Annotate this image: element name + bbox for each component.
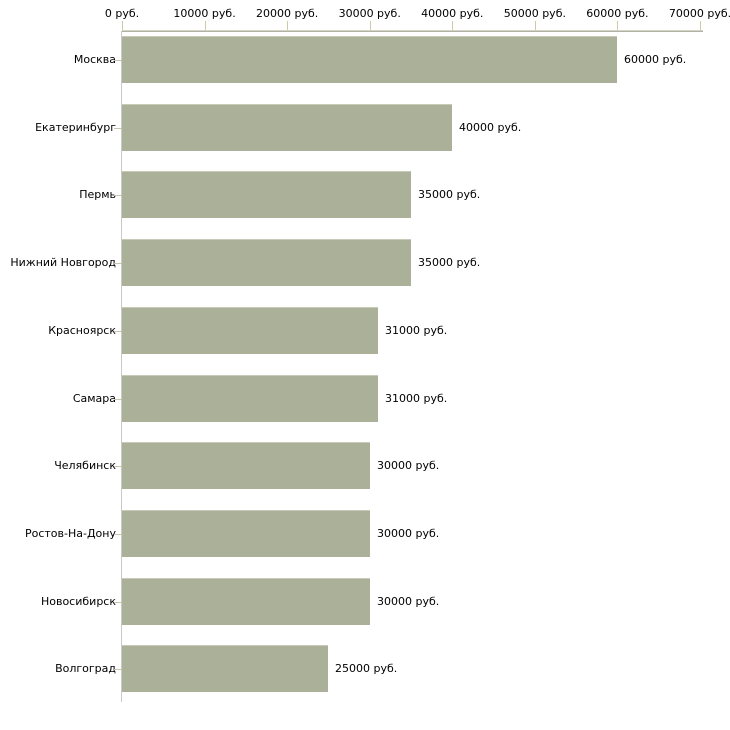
x-axis-tick-mark xyxy=(534,21,536,30)
value-label: 40000 руб. xyxy=(459,121,522,134)
category-label: Волгоград xyxy=(55,662,116,675)
category-tick-mark xyxy=(114,263,122,264)
category-label: Москва xyxy=(73,53,116,66)
value-label: 35000 руб. xyxy=(418,256,481,269)
category-label: Нижний Новгород xyxy=(10,256,116,269)
category-tick-mark xyxy=(114,195,122,196)
bar xyxy=(122,578,370,625)
category-tick-mark xyxy=(114,466,122,467)
bar xyxy=(122,171,411,218)
x-axis-tick-mark xyxy=(287,21,289,30)
x-axis-tick-label: 50000 руб. xyxy=(503,7,566,20)
bar xyxy=(122,307,378,354)
bar xyxy=(122,36,617,83)
category-tick-mark xyxy=(114,669,122,670)
category-label: Пермь xyxy=(79,188,116,201)
category-tick-mark xyxy=(114,399,122,400)
y-axis-line xyxy=(121,31,122,702)
x-axis-line xyxy=(122,30,703,32)
value-label: 25000 руб. xyxy=(335,662,398,675)
x-axis-tick-label: 10000 руб. xyxy=(173,7,236,20)
bar xyxy=(122,104,452,151)
value-label: 35000 руб. xyxy=(418,188,481,201)
bar xyxy=(122,442,370,489)
category-tick-mark xyxy=(114,128,122,129)
x-axis-tick-mark xyxy=(122,21,123,30)
category-tick-mark xyxy=(114,534,122,535)
value-label: 31000 руб. xyxy=(385,324,448,337)
value-label: 30000 руб. xyxy=(377,459,440,472)
x-axis-tick-mark xyxy=(700,21,701,30)
bar xyxy=(122,375,378,422)
category-label: Красноярск xyxy=(48,324,116,337)
x-axis-tick-mark xyxy=(452,21,454,30)
category-label: Ростов-На-Дону xyxy=(24,527,116,540)
category-tick-mark xyxy=(114,602,122,603)
x-axis-tick-mark xyxy=(204,21,206,30)
bar xyxy=(122,510,370,557)
x-axis-tick-mark xyxy=(369,21,371,30)
x-axis-tick-label: 30000 руб. xyxy=(338,7,401,20)
category-label: Челябинск xyxy=(54,459,116,472)
value-label: 31000 руб. xyxy=(385,392,448,405)
x-axis-tick-label: 70000 руб. xyxy=(668,7,730,20)
category-label: Новосибирск xyxy=(40,595,116,608)
x-axis-tick-label: 60000 руб. xyxy=(586,7,649,20)
x-axis-tick-mark xyxy=(617,21,619,30)
bar xyxy=(122,239,411,286)
x-axis-tick-label: 20000 руб. xyxy=(256,7,319,20)
category-label: Екатеринбург xyxy=(35,121,116,134)
category-tick-mark xyxy=(114,331,122,332)
value-label: 60000 руб. xyxy=(624,53,687,66)
x-axis-tick-label: 0 руб. xyxy=(104,7,140,20)
category-tick-mark xyxy=(114,60,122,61)
value-label: 30000 руб. xyxy=(377,595,440,608)
x-axis-tick-label: 40000 руб. xyxy=(421,7,484,20)
bar xyxy=(122,645,328,692)
value-label: 30000 руб. xyxy=(377,527,440,540)
category-label: Самара xyxy=(72,392,116,405)
